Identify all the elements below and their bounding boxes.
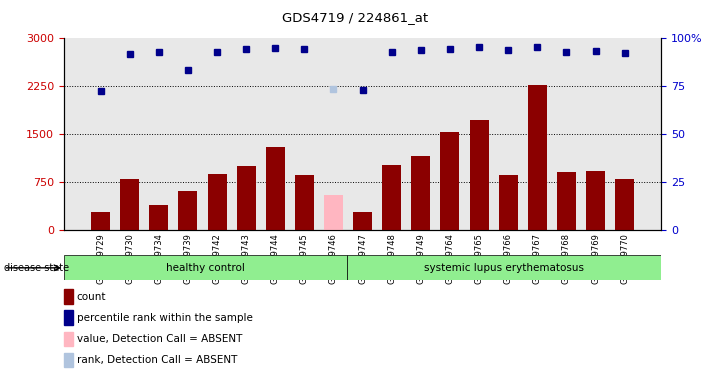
Bar — [178, 191, 198, 230]
Bar — [528, 85, 547, 230]
Bar — [586, 171, 605, 230]
Bar — [266, 147, 284, 230]
Bar — [64, 255, 347, 280]
Text: value, Detection Call = ABSENT: value, Detection Call = ABSENT — [77, 334, 242, 344]
Bar — [347, 255, 661, 280]
Text: disease state: disease state — [4, 263, 69, 273]
Bar — [383, 165, 401, 230]
Bar — [237, 166, 256, 230]
Bar — [295, 175, 314, 230]
Bar — [353, 212, 372, 230]
Bar — [498, 175, 518, 230]
Bar — [469, 120, 488, 230]
Text: healthy control: healthy control — [166, 263, 245, 273]
Bar — [441, 132, 459, 230]
Bar — [324, 195, 343, 230]
Bar — [412, 156, 430, 230]
Text: systemic lupus erythematosus: systemic lupus erythematosus — [424, 263, 584, 273]
Bar — [557, 172, 576, 230]
Bar — [149, 205, 169, 230]
Text: rank, Detection Call = ABSENT: rank, Detection Call = ABSENT — [77, 355, 237, 365]
Text: percentile rank within the sample: percentile rank within the sample — [77, 313, 252, 323]
Bar — [208, 174, 227, 230]
Bar — [91, 212, 110, 230]
Bar — [615, 179, 634, 230]
Text: count: count — [77, 291, 106, 301]
Bar — [120, 179, 139, 230]
Text: GDS4719 / 224861_at: GDS4719 / 224861_at — [282, 12, 429, 25]
